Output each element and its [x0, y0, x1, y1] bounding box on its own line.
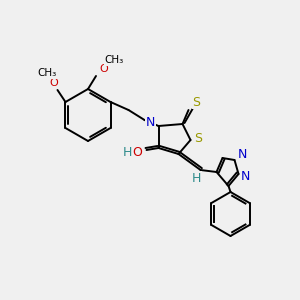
Text: N: N: [241, 170, 250, 184]
Text: CH₃: CH₃: [104, 55, 124, 65]
Text: N: N: [146, 116, 155, 130]
Text: CH₃: CH₃: [38, 68, 57, 78]
Text: O: O: [133, 146, 142, 160]
Text: H: H: [123, 146, 132, 160]
Text: N: N: [238, 148, 247, 161]
Text: H: H: [192, 172, 201, 184]
Text: O: O: [100, 64, 108, 74]
Text: S: S: [193, 95, 200, 109]
Text: O: O: [49, 78, 58, 88]
Text: S: S: [194, 133, 202, 146]
